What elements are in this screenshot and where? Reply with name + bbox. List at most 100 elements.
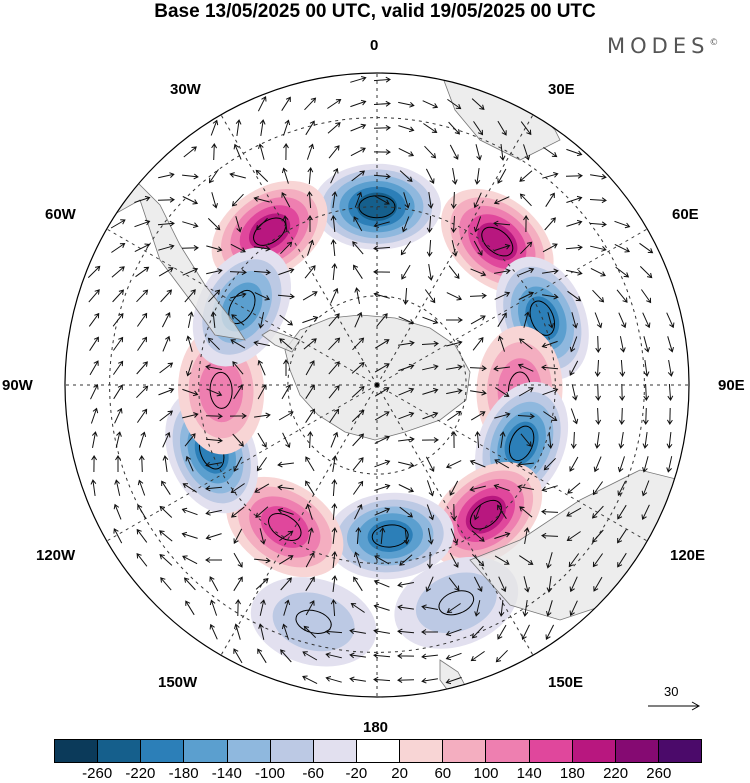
wind-arrow — [642, 407, 649, 425]
wind-arrow — [351, 361, 365, 374]
wind-arrow — [233, 528, 243, 544]
wind-arrow — [351, 170, 366, 182]
colorbar-tick-label: -140 — [211, 765, 242, 782]
wind-arrow — [136, 312, 148, 327]
wind-arrow — [472, 336, 484, 351]
circulation-contour — [268, 513, 302, 541]
wind-arrow — [497, 504, 507, 519]
wind-arrow — [643, 336, 650, 353]
wind-arrow — [639, 266, 653, 279]
wind-arrow — [593, 576, 603, 592]
wind-arrow — [493, 220, 511, 227]
wind-arrow — [450, 528, 459, 545]
wind-arrow — [136, 361, 148, 375]
wind-arrow — [640, 289, 652, 304]
wind-arrow — [446, 388, 463, 395]
wind-arrow — [401, 264, 411, 280]
wind-arrow — [639, 242, 654, 254]
wind-arrow — [254, 557, 271, 564]
colorbar-tick-label: 100 — [473, 765, 499, 782]
wind-arrow — [350, 147, 366, 157]
wind-arrow — [233, 552, 243, 568]
lon-label-30w: 30W — [170, 81, 201, 98]
wind-arrow — [115, 431, 122, 448]
wind-arrow — [235, 216, 242, 233]
wind-arrow — [302, 291, 318, 301]
graticule — [65, 73, 689, 697]
wind-arrow — [305, 456, 315, 472]
wind-arrow — [619, 359, 626, 377]
wind-arrow — [567, 482, 581, 494]
wind-arrow — [494, 531, 511, 539]
wind-arrow — [303, 625, 317, 638]
wind-arrow — [352, 480, 364, 495]
wind-arrow — [570, 431, 577, 449]
wind-arrow — [112, 289, 125, 303]
wind-arrow — [182, 412, 199, 419]
wind-arrow — [328, 337, 341, 351]
wind-arrow — [305, 503, 313, 520]
meridian-line — [376, 114, 534, 386]
logo-mark: © — [709, 38, 719, 48]
wind-arrow — [373, 149, 391, 155]
wind-arrow — [523, 576, 530, 593]
wind-arrow — [398, 147, 415, 157]
anomaly-contour — [199, 358, 244, 423]
wind-arrow — [254, 483, 270, 493]
wind-arrow — [592, 553, 604, 568]
wind-arrow — [87, 265, 101, 278]
wind-arrow — [305, 360, 315, 376]
lon-label-0: 0 — [370, 37, 379, 54]
wind-arrow — [158, 387, 175, 396]
wind-arrow — [497, 312, 507, 328]
wind-arrow — [473, 504, 482, 521]
wind-arrow — [493, 483, 510, 492]
wind-arrow — [445, 676, 462, 685]
colorbar-tick-label: 180 — [559, 765, 585, 782]
wind-arrow — [423, 123, 438, 134]
wind-arrow — [283, 599, 291, 616]
wind-arrow — [398, 101, 415, 108]
wind-arrow — [373, 245, 391, 252]
colorbar-swatch — [55, 740, 99, 762]
colorbar-tick-label: -220 — [125, 765, 156, 782]
wind-arrow — [351, 385, 365, 398]
wind-arrow — [161, 312, 171, 328]
wind-arrow — [518, 387, 534, 397]
pole-marker — [375, 383, 379, 387]
wind-arrow — [331, 191, 338, 208]
wind-arrow — [134, 219, 151, 228]
wind-arrow — [425, 576, 434, 593]
lon-label-120e: 120E — [670, 547, 706, 564]
wind-arrow — [450, 431, 457, 449]
wind-arrow — [209, 576, 219, 592]
wind-arrow — [542, 268, 559, 275]
wind-arrow — [373, 268, 391, 275]
wind-arrow — [469, 485, 486, 492]
wind-arrow — [353, 216, 363, 232]
wind-arrow — [230, 506, 245, 518]
wind-arrow — [618, 432, 625, 449]
colorbar-swatch — [486, 740, 530, 762]
wind-arrow — [493, 196, 510, 205]
wind-arrow — [255, 506, 269, 518]
wind-arrow — [373, 292, 390, 299]
wind-arrow — [473, 576, 483, 592]
wind-arrow — [114, 479, 121, 496]
wind-arrow — [497, 335, 505, 352]
wind-arrow — [398, 387, 415, 396]
wind-arrow — [448, 265, 460, 280]
wind-arrow — [446, 317, 463, 323]
wind-arrow — [594, 359, 601, 377]
wind-arrow — [282, 432, 291, 449]
wind-arrow — [162, 431, 171, 448]
wind-arrow — [592, 289, 605, 303]
wind-arrow — [186, 335, 193, 352]
anomaly-contour — [504, 421, 539, 466]
wind-arrow — [546, 576, 553, 593]
colorbar-swatch — [98, 740, 142, 762]
wind-arrow — [427, 192, 434, 209]
latitude-circle — [287, 295, 467, 475]
meridian-line — [220, 384, 378, 656]
wind-arrow — [494, 268, 511, 275]
